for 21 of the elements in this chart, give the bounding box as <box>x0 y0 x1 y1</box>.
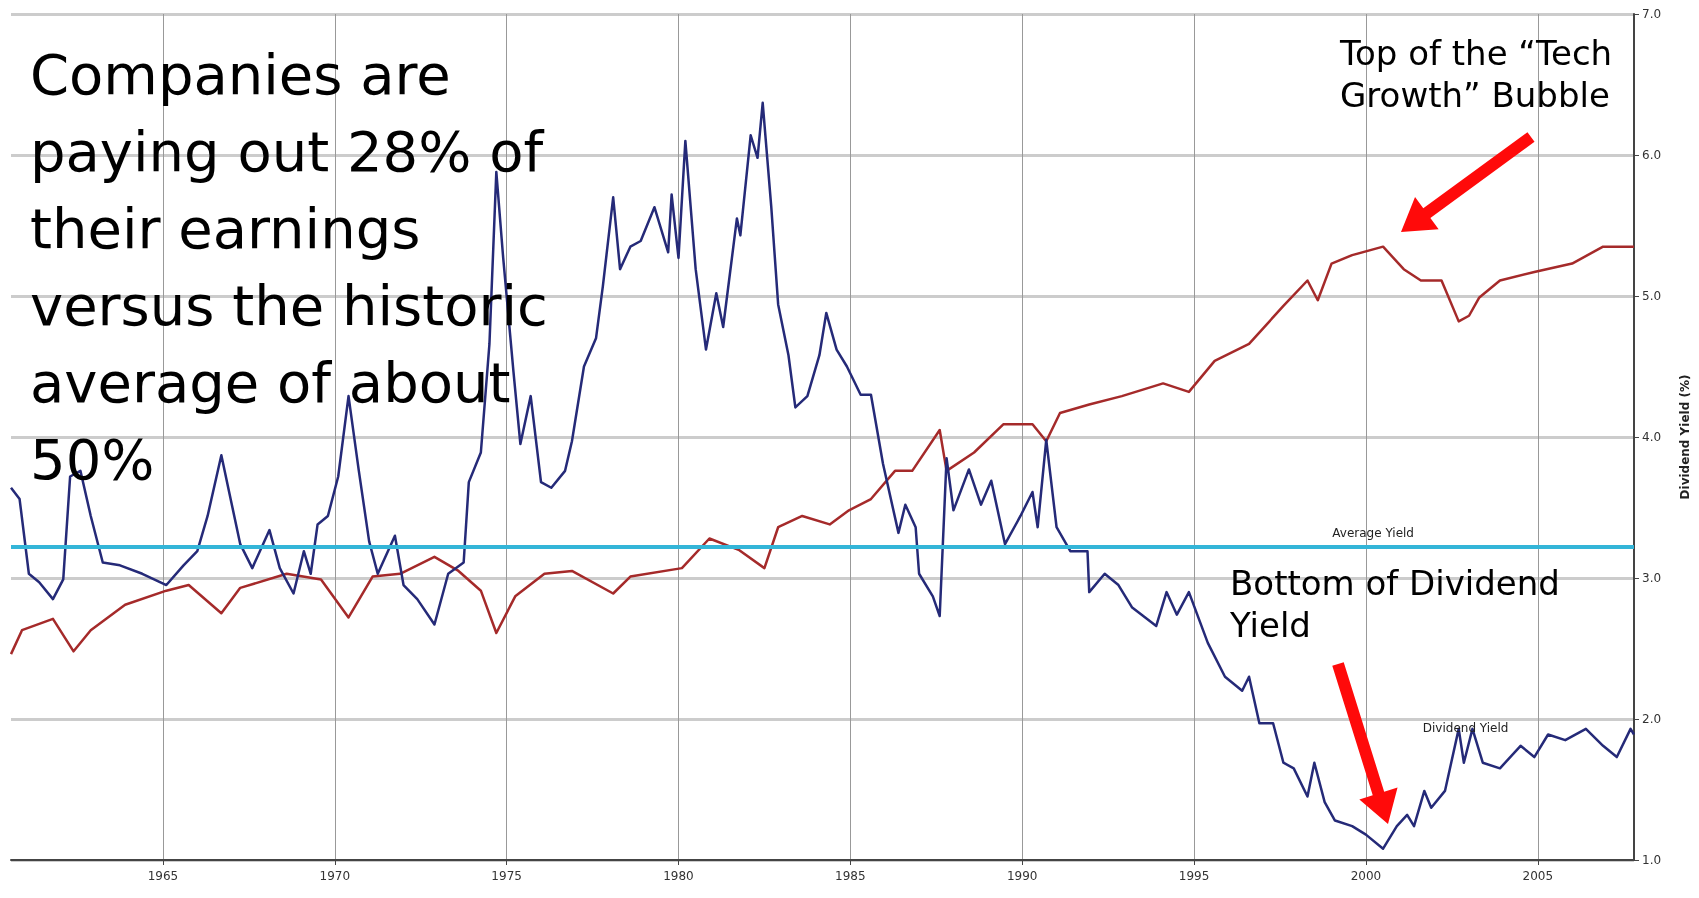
x-tick-label: 1990 <box>1006 869 1038 883</box>
y-tick-label: 5.0 <box>1642 289 1662 303</box>
x-tick-label: 2005 <box>1522 869 1554 883</box>
y-tick-label: 4.0 <box>1642 430 1662 444</box>
y-axis-title: Dividend Yield (%) <box>1678 374 1692 500</box>
x-tick-label: 1975 <box>491 869 522 883</box>
x-tick-label: 1965 <box>147 869 179 883</box>
x-tick-label: 1995 <box>1178 869 1210 883</box>
series-label: Dividend Yield <box>1422 720 1509 735</box>
ref-line-label: Average Yield <box>1332 525 1414 540</box>
y-tick-label: 7.0 <box>1642 7 1662 21</box>
x-tick-label: 1980 <box>663 869 694 883</box>
y-tick-label: 3.0 <box>1642 571 1662 585</box>
y-tick-label: 6.0 <box>1642 148 1662 162</box>
x-tick-label: 2000 <box>1350 869 1382 883</box>
y-tick-label: 2.0 <box>1642 712 1662 726</box>
y-tick-label: 1.0 <box>1642 853 1662 867</box>
annotation: Bottom of Dividend Yield <box>1230 562 1561 646</box>
x-tick-label: 1970 <box>319 869 351 883</box>
annotation: Top of the “Tech Growth” Bubble <box>1340 32 1614 116</box>
x-tick-label: 1985 <box>835 869 866 883</box>
